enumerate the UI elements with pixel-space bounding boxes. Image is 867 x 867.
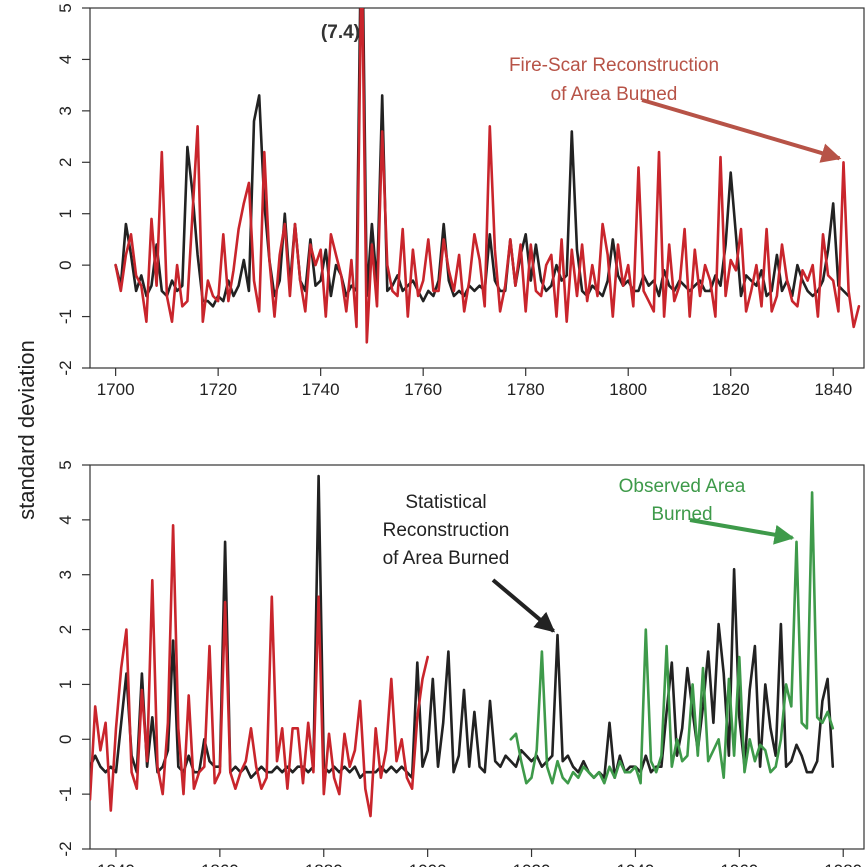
x-tick-label: 1840 bbox=[97, 861, 135, 867]
x-tick-label: 1800 bbox=[609, 380, 647, 399]
panel-observed-and-statistical: 1840 1860 1880 1900 1920 1940 1960 1980 -2 -1 0 1 2 3… bbox=[56, 460, 865, 867]
y-tick-label: 5 bbox=[56, 460, 75, 469]
y-tick-label: 0 bbox=[56, 735, 75, 744]
y-tick-label: 1 bbox=[56, 680, 75, 689]
y-tick-label: 4 bbox=[56, 55, 75, 64]
x-tick-label: 1740 bbox=[302, 380, 340, 399]
annotation-arrow bbox=[491, 578, 556, 633]
annotation-arrow bbox=[689, 518, 795, 545]
y-tick-label: 4 bbox=[56, 515, 75, 524]
series-line-fire-scar-reconstruction-of-area-burned bbox=[90, 523, 430, 818]
x-tick-label: 1720 bbox=[199, 380, 237, 399]
y-tick-label: -1 bbox=[56, 309, 75, 324]
y-tick-label: 2 bbox=[56, 625, 75, 634]
y-tick-label: -2 bbox=[56, 841, 75, 856]
x-tick-label: 1940 bbox=[617, 861, 655, 867]
x-tick-label: 1960 bbox=[720, 861, 758, 867]
y-tick-label: 2 bbox=[56, 158, 75, 167]
plot-frame bbox=[89, 464, 865, 850]
x-tick-label: 1760 bbox=[404, 380, 442, 399]
annotation-label: Reconstruction bbox=[383, 520, 510, 541]
series-line-observed-area-burned bbox=[509, 491, 835, 785]
y-tick-label: 0 bbox=[56, 260, 75, 269]
annotation-label: of Area Burned bbox=[383, 548, 510, 569]
annotation-label: Statistical bbox=[405, 492, 486, 513]
plot-frame bbox=[89, 7, 865, 369]
x-tick-label: 1840 bbox=[814, 380, 852, 399]
annotation-arrow bbox=[641, 98, 842, 163]
x-tick-label: 1980 bbox=[824, 861, 862, 867]
x-tick-label: 1700 bbox=[97, 380, 135, 399]
y-axis-title: standard deviation bbox=[14, 340, 39, 520]
panel-fire-scar-reconstruction: 1700 1720 1740 1760 1780 1800 1820 1840 -2 -1 0 1 2 3… bbox=[56, 3, 865, 399]
annotation-label: of Area Burned bbox=[551, 84, 678, 105]
y-tick-label: -2 bbox=[56, 360, 75, 375]
y-tick-label: 3 bbox=[56, 570, 75, 579]
y-tick-label: 1 bbox=[56, 209, 75, 218]
annotation-label: Observed Area bbox=[619, 476, 746, 497]
x-tick-label: 1860 bbox=[201, 861, 239, 867]
x-tick-label: 1900 bbox=[409, 861, 447, 867]
x-tick-label: 1780 bbox=[507, 380, 545, 399]
x-tick-label: 1920 bbox=[513, 861, 551, 867]
annotation-label: Fire-Scar Reconstruction bbox=[509, 55, 719, 76]
x-tick-label: 1820 bbox=[712, 380, 750, 399]
x-tick-label: 1880 bbox=[305, 861, 343, 867]
y-tick-label: -1 bbox=[56, 787, 75, 802]
series-line-fire-scar-reconstruction-of-area-burned bbox=[114, 8, 861, 344]
y-tick-label: 3 bbox=[56, 106, 75, 115]
y-tick-label: 5 bbox=[56, 3, 75, 12]
annotation-label: (7.4) bbox=[321, 22, 360, 43]
